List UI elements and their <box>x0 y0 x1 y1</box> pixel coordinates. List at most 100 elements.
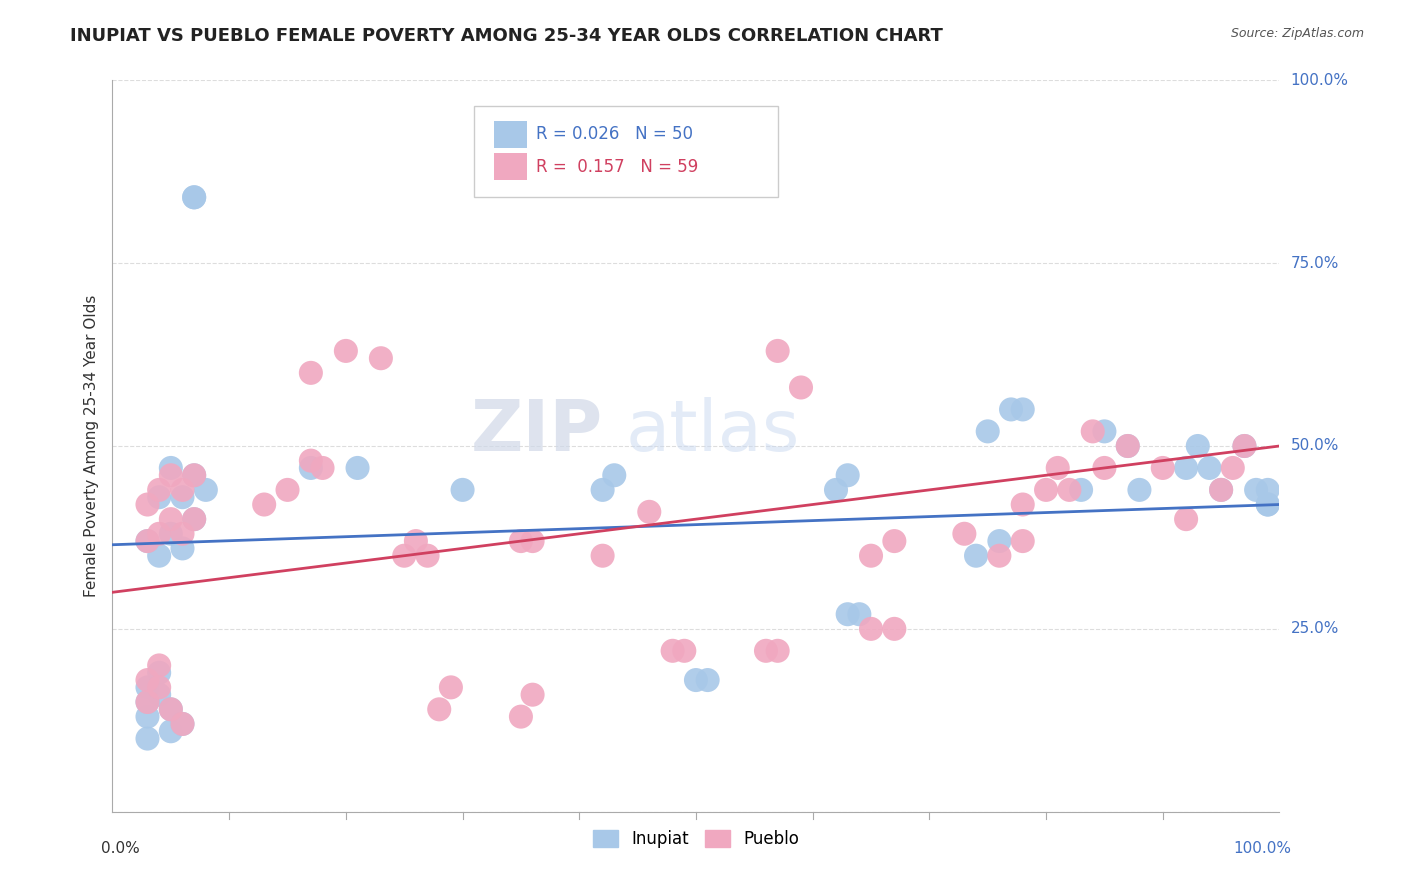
Point <box>172 526 194 541</box>
Point <box>183 468 205 483</box>
Point <box>253 498 276 512</box>
Legend: Inupiat, Pueblo: Inupiat, Pueblo <box>586 823 806 855</box>
Point <box>276 483 298 497</box>
Text: 100.0%: 100.0% <box>1291 73 1348 87</box>
Point <box>451 483 474 497</box>
Point <box>638 505 661 519</box>
Point <box>1198 461 1220 475</box>
Point <box>160 724 183 739</box>
Point <box>988 549 1011 563</box>
Point <box>136 673 159 687</box>
Text: 50.0%: 50.0% <box>1291 439 1339 453</box>
Point <box>755 644 778 658</box>
Point <box>1128 483 1150 497</box>
Point <box>1000 402 1022 417</box>
Point <box>965 549 987 563</box>
Point <box>673 644 696 658</box>
Text: 75.0%: 75.0% <box>1291 256 1339 270</box>
Point <box>848 607 870 622</box>
Point <box>172 717 194 731</box>
Point <box>160 702 183 716</box>
Point <box>1011 498 1033 512</box>
Point <box>427 702 450 716</box>
Point <box>136 695 159 709</box>
Point <box>148 681 170 695</box>
Text: R =  0.157   N = 59: R = 0.157 N = 59 <box>536 158 699 176</box>
Point <box>172 490 194 504</box>
Point <box>160 468 183 483</box>
Point <box>1046 461 1069 475</box>
Point <box>160 702 183 716</box>
Point <box>148 658 170 673</box>
Point <box>509 534 531 549</box>
Point <box>1222 461 1244 475</box>
Bar <box>494 153 527 180</box>
Point <box>1081 425 1104 439</box>
Point <box>1094 425 1116 439</box>
Point <box>311 461 333 475</box>
Point <box>603 468 626 483</box>
Point <box>860 622 883 636</box>
Point <box>1187 439 1209 453</box>
Text: Source: ZipAtlas.com: Source: ZipAtlas.com <box>1230 27 1364 40</box>
Point <box>148 490 170 504</box>
Point <box>172 483 194 497</box>
Point <box>953 526 976 541</box>
Point <box>136 534 159 549</box>
Text: atlas: atlas <box>626 397 800 466</box>
Point <box>837 607 859 622</box>
Point <box>183 190 205 204</box>
Y-axis label: Female Poverty Among 25-34 Year Olds: Female Poverty Among 25-34 Year Olds <box>83 295 98 597</box>
Point <box>148 688 170 702</box>
Point <box>346 461 368 475</box>
Point <box>685 673 707 687</box>
Point <box>183 468 205 483</box>
Point <box>1035 483 1057 497</box>
Point <box>1152 461 1174 475</box>
Point <box>160 512 183 526</box>
Point <box>509 709 531 723</box>
Point <box>335 343 357 358</box>
Point <box>183 512 205 526</box>
Point <box>766 343 789 358</box>
Point <box>1011 402 1033 417</box>
Point <box>299 366 322 380</box>
Point <box>1209 483 1232 497</box>
Point <box>766 644 789 658</box>
Point <box>440 681 463 695</box>
Point <box>825 483 848 497</box>
Point <box>1094 461 1116 475</box>
Point <box>696 673 718 687</box>
Point <box>1257 498 1279 512</box>
Point <box>148 483 170 497</box>
Point <box>1070 483 1092 497</box>
Point <box>522 534 544 549</box>
Point <box>183 190 205 204</box>
Point <box>148 665 170 680</box>
Text: INUPIAT VS PUEBLO FEMALE POVERTY AMONG 25-34 YEAR OLDS CORRELATION CHART: INUPIAT VS PUEBLO FEMALE POVERTY AMONG 2… <box>70 27 943 45</box>
Point <box>1116 439 1139 453</box>
Point <box>1116 439 1139 453</box>
Point <box>136 695 159 709</box>
Point <box>661 644 683 658</box>
Point <box>136 731 159 746</box>
Text: 0.0%: 0.0% <box>101 841 139 856</box>
Point <box>1011 534 1033 549</box>
Point <box>1233 439 1256 453</box>
Point <box>416 549 439 563</box>
Point <box>148 526 170 541</box>
Bar <box>494 120 527 148</box>
Text: 100.0%: 100.0% <box>1233 841 1291 856</box>
Point <box>394 549 416 563</box>
Point <box>136 534 159 549</box>
Point <box>790 380 813 394</box>
Text: ZIP: ZIP <box>471 397 603 466</box>
Point <box>160 526 183 541</box>
Point <box>976 425 998 439</box>
Point <box>1175 461 1198 475</box>
Point <box>183 512 205 526</box>
Point <box>1175 512 1198 526</box>
Point <box>592 549 614 563</box>
Point <box>1209 483 1232 497</box>
Point <box>1233 439 1256 453</box>
